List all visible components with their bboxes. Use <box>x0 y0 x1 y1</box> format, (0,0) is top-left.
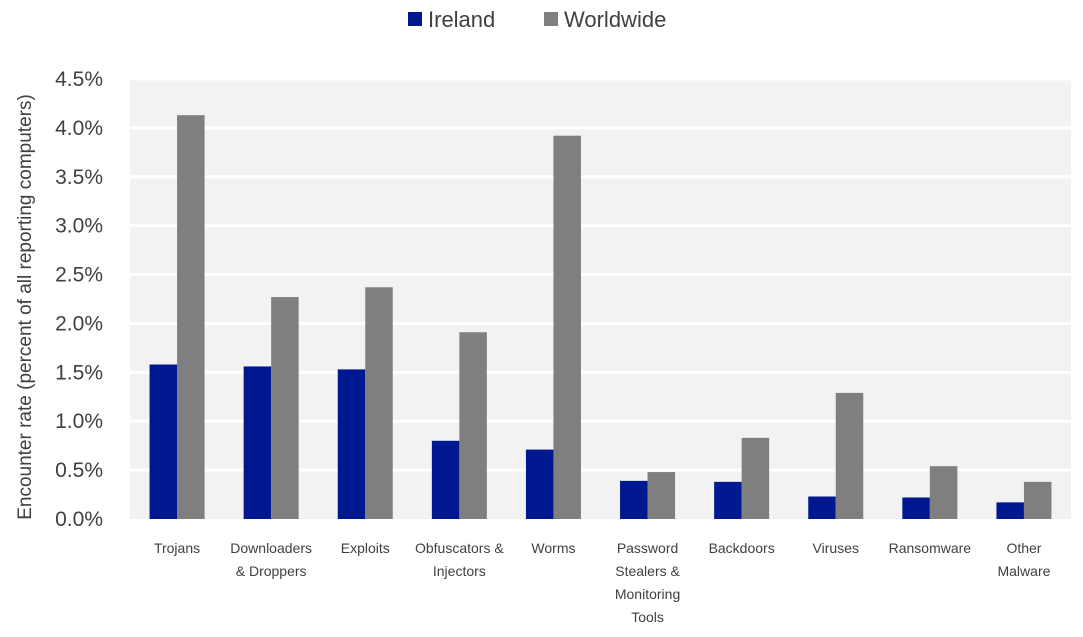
x-tick-label-line: Viruses <box>813 540 859 556</box>
x-tick-label: Obfuscators & Injectors <box>415 540 504 579</box>
bar-ireland <box>808 496 836 519</box>
x-tick-label: Exploits <box>341 540 390 556</box>
x-axis-ticks: Trojans Downloaders & Droppers Exploits Obfu… <box>154 540 1051 625</box>
bar-worldwide <box>365 287 393 519</box>
x-tick-label-line: Monitoring <box>615 586 680 602</box>
y-tick-label: 4.0% <box>55 117 103 140</box>
y-axis-ticks: 0.0% 0.5% 1.0% 1.5% 2.0% 2.5% 3.0% 3.5% 4.0% 4.5% <box>55 68 103 531</box>
x-tick-label: Worms <box>531 540 575 556</box>
y-tick-label: 2.0% <box>55 312 103 335</box>
y-tick-label: 2.5% <box>55 264 103 287</box>
y-axis-title: Encounter rate (percent of all reporting… <box>15 94 36 520</box>
bar-ireland <box>243 366 272 519</box>
bar-ireland <box>337 369 366 519</box>
y-tick-label: 0.5% <box>55 459 103 482</box>
legend-swatch-ireland <box>408 12 422 26</box>
bar-worldwide <box>647 472 676 519</box>
legend-label-worldwide: Worldwide <box>564 7 666 32</box>
bar-worldwide <box>271 297 299 519</box>
bar-worldwide <box>553 135 581 519</box>
x-tick-label-line: Injectors <box>433 563 486 579</box>
x-tick-label-line: Malware <box>997 563 1050 579</box>
x-tick-label-line: Exploits <box>341 540 390 556</box>
bars <box>149 115 1052 519</box>
x-tick-label-line: Downloaders <box>230 540 312 556</box>
x-tick-label-line: Password <box>617 540 678 556</box>
bar-ireland <box>714 481 742 519</box>
x-tick-label-line: Trojans <box>154 540 200 556</box>
bar-worldwide <box>835 392 864 519</box>
y-tick-label: 4.5% <box>55 68 103 91</box>
y-tick-label: 3.0% <box>55 215 103 238</box>
bar-ireland <box>149 364 178 519</box>
bar-ireland <box>525 449 554 519</box>
y-tick-label: 1.0% <box>55 410 103 433</box>
x-tick-label: Backdoors <box>709 540 775 556</box>
x-tick-label: Password Stealers & Monitoring Tools <box>615 540 681 625</box>
x-tick-label-line: Worms <box>531 540 575 556</box>
x-tick-label: Downloaders & Droppers <box>230 540 312 579</box>
legend-swatch-worldwide <box>544 12 558 26</box>
bar-ireland <box>902 497 930 519</box>
x-tick-label: Ransomware <box>889 540 972 556</box>
x-tick-label-line: Ransomware <box>889 540 972 556</box>
x-tick-label-line: Backdoors <box>709 540 775 556</box>
y-tick-label: 0.0% <box>55 508 103 531</box>
legend: Ireland Worldwide <box>408 7 666 32</box>
bar-worldwide <box>459 332 487 519</box>
bar-ireland <box>431 440 460 519</box>
y-tick-label: 1.5% <box>55 361 103 384</box>
x-tick-label: Trojans <box>154 540 200 556</box>
bar-worldwide <box>177 115 205 519</box>
x-tick-label-line: Stealers & <box>615 563 680 579</box>
x-tick-label-line: Obfuscators & <box>415 540 504 556</box>
bar-worldwide <box>1023 481 1052 519</box>
bar-worldwide <box>741 437 770 519</box>
x-tick-label-line: & Droppers <box>236 563 307 579</box>
x-tick-label-line: Tools <box>631 609 664 625</box>
y-tick-label: 3.5% <box>55 166 103 189</box>
bar-worldwide <box>929 466 958 519</box>
bar-ireland <box>620 480 648 519</box>
x-tick-label-line: Other <box>1006 540 1041 556</box>
bar-ireland <box>996 502 1024 519</box>
x-tick-label: Other Malware <box>997 540 1050 579</box>
x-tick-label: Viruses <box>813 540 859 556</box>
legend-label-ireland: Ireland <box>428 7 495 32</box>
